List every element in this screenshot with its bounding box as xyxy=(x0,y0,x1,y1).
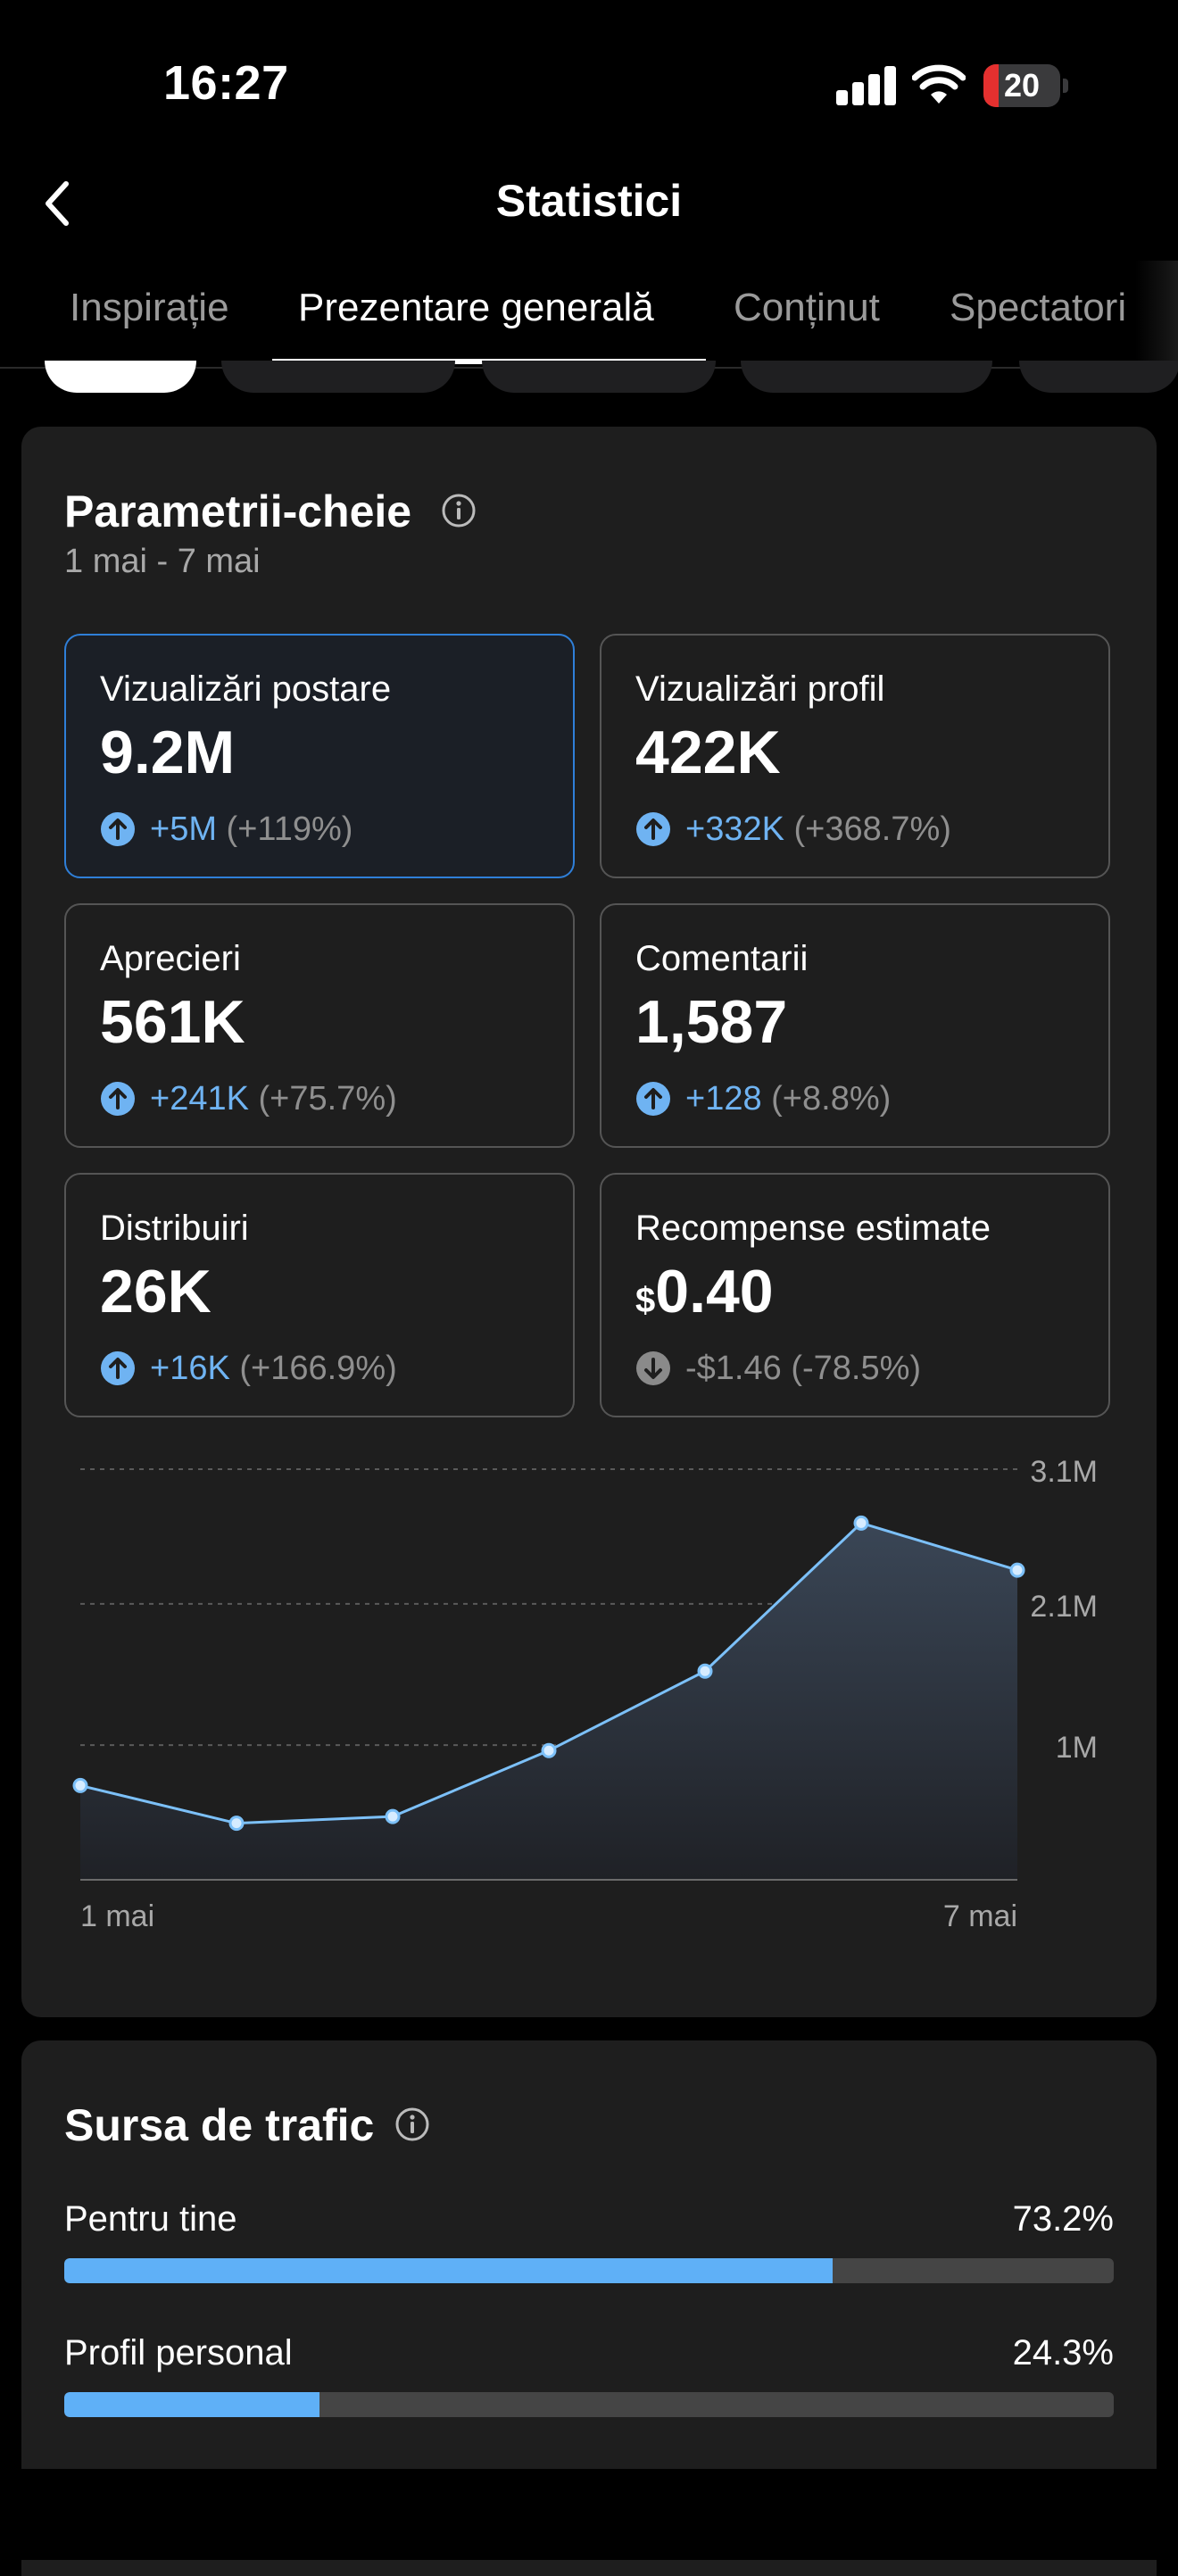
filter-chip[interactable] xyxy=(482,361,716,393)
metric-value: 561K xyxy=(100,987,245,1057)
traffic-source-percent: 73.2% xyxy=(1012,2199,1114,2239)
key-metrics-title: Parametrii-cheie xyxy=(64,486,412,536)
metric-change-value: +16K xyxy=(150,1350,230,1387)
data-point xyxy=(1009,1562,1025,1578)
arrow-up-icon xyxy=(636,1082,670,1116)
data-point xyxy=(697,1663,713,1679)
tab-continut[interactable]: Conținut xyxy=(734,286,880,329)
metric-label: Vizualizări postare xyxy=(100,669,392,709)
cellular-signal-icon xyxy=(836,66,896,105)
traffic-source-percent: 24.3% xyxy=(1012,2333,1114,2372)
metric-label: Distribuiri xyxy=(100,1209,249,1248)
back-button[interactable] xyxy=(36,175,80,232)
metric-change-value: +241K xyxy=(150,1080,249,1118)
page-title: Statistici xyxy=(495,176,683,226)
wifi-icon xyxy=(912,64,966,104)
metric-change: +16K (+166.9%) xyxy=(100,1350,397,1388)
traffic-source-bar-fill xyxy=(64,2258,833,2283)
metric-card[interactable]: Comentarii 1,587 +128 (+8.8%) xyxy=(600,903,1110,1148)
metric-value-number: 26K xyxy=(100,1258,212,1325)
status-time: 16:27 xyxy=(163,56,289,110)
metric-value-number: 0.40 xyxy=(655,1258,774,1325)
y-tick-label: 3.1M xyxy=(1030,1455,1098,1489)
data-point xyxy=(228,1816,245,1832)
metric-change: +332K (+368.7%) xyxy=(635,810,951,849)
metric-label: Recompense estimate xyxy=(635,1209,991,1248)
tab-spectatori[interactable]: Spectatori xyxy=(950,286,1127,329)
tab-prezentare-generala[interactable]: Prezentare generală xyxy=(298,286,654,329)
metric-value: $0.40 xyxy=(635,1257,774,1326)
metric-value-number: 561K xyxy=(100,988,245,1056)
metric-value: 9.2M xyxy=(100,718,235,787)
metric-card[interactable]: Vizualizări postare 9.2M +5M (+119%) xyxy=(64,634,575,878)
x-tick-label: 7 mai xyxy=(943,1899,1017,1933)
metric-chart: 1M 2.1M 3.1M 1 mai 7 mai xyxy=(21,1439,1157,1939)
metric-change: +241K (+75.7%) xyxy=(100,1080,397,1118)
metric-value: 26K xyxy=(100,1257,212,1326)
arrow-up-icon xyxy=(636,812,670,846)
line-chart: 1M 2.1M 3.1M 1 mai 7 mai xyxy=(72,1455,1098,1933)
metric-card[interactable]: Aprecieri 561K +241K (+75.7%) xyxy=(64,903,575,1148)
metric-change-value: +5M xyxy=(150,810,217,848)
metric-card[interactable]: Distribuiri 26K +16K (+166.9%) xyxy=(64,1173,575,1417)
filter-chip[interactable] xyxy=(741,361,992,393)
traffic-source-title: Sursa de trafic xyxy=(64,2100,375,2150)
arrow-up-icon xyxy=(101,1082,135,1116)
arrow-down-icon xyxy=(636,1351,670,1385)
metric-label: Comentarii xyxy=(635,939,809,978)
tabs-scroll-fade xyxy=(1135,261,1178,368)
x-tick-label: 1 mai xyxy=(80,1899,154,1933)
y-tick-label: 2.1M xyxy=(1030,1590,1098,1624)
metric-card[interactable]: Recompense estimate $0.40 -$1.46 (-78.5%) xyxy=(600,1173,1110,1417)
traffic-source-label: Pentru tine xyxy=(64,2199,237,2239)
tab-inspiratie[interactable]: Inspirație xyxy=(70,286,229,329)
filter-chip[interactable] xyxy=(1019,361,1178,393)
metric-label: Vizualizări profil xyxy=(635,669,885,709)
date-range: 1 mai - 7 mai xyxy=(64,543,261,580)
metric-change-percent: (-78.5%) xyxy=(791,1350,922,1387)
battery-level: 20 xyxy=(1003,67,1041,104)
metric-change-value: +332K xyxy=(685,810,784,848)
data-point xyxy=(853,1515,869,1531)
metric-change: +128 (+8.8%) xyxy=(635,1080,891,1118)
metric-change-value: +128 xyxy=(685,1080,762,1118)
metric-value: 422K xyxy=(635,718,781,787)
metric-change-value: -$1.46 xyxy=(685,1350,782,1387)
metric-change-percent: (+119%) xyxy=(226,810,353,848)
metric-value-number: 9.2M xyxy=(100,719,236,786)
bottom-safe-area xyxy=(0,2469,1178,2560)
metric-change-percent: (+8.8%) xyxy=(771,1080,892,1118)
metric-value-number: 422K xyxy=(635,719,781,786)
filter-chip[interactable] xyxy=(221,361,455,393)
data-point xyxy=(385,1808,401,1824)
metric-card[interactable]: Vizualizări profil 422K +332K (+368.7%) xyxy=(600,634,1110,878)
metric-label: Aprecieri xyxy=(100,939,241,978)
metric-change-percent: (+368.7%) xyxy=(793,810,951,848)
key-metrics-card: Parametrii-cheie 1 mai - 7 mai Vizualiză… xyxy=(21,427,1157,2017)
metric-change: +5M (+119%) xyxy=(100,810,353,849)
traffic-source-bar xyxy=(64,2258,1114,2283)
arrow-up-icon xyxy=(101,812,135,846)
filter-chip[interactable] xyxy=(45,361,196,393)
chart-area xyxy=(80,1523,1017,1880)
arrow-up-icon xyxy=(101,1351,135,1385)
metric-change: -$1.46 (-78.5%) xyxy=(635,1350,921,1388)
tab-bar: Inspirație Prezentare generală Conținut … xyxy=(0,286,1178,368)
metric-change-percent: (+75.7%) xyxy=(258,1080,397,1118)
data-point xyxy=(541,1742,557,1758)
battery-icon: 20 xyxy=(983,64,1069,107)
data-point xyxy=(72,1777,88,1793)
traffic-source-bar xyxy=(64,2392,1114,2417)
info-icon[interactable] xyxy=(441,493,477,528)
metric-value-number: 1,587 xyxy=(635,988,788,1056)
y-tick-label: 1M xyxy=(1056,1731,1098,1765)
metric-change-percent: (+166.9%) xyxy=(239,1350,397,1387)
info-icon[interactable] xyxy=(394,2107,430,2142)
traffic-source-label: Profil personal xyxy=(64,2333,293,2372)
metric-value: 1,587 xyxy=(635,987,787,1057)
traffic-source-bar-fill xyxy=(64,2392,319,2417)
currency-symbol: $ xyxy=(635,1281,656,1320)
